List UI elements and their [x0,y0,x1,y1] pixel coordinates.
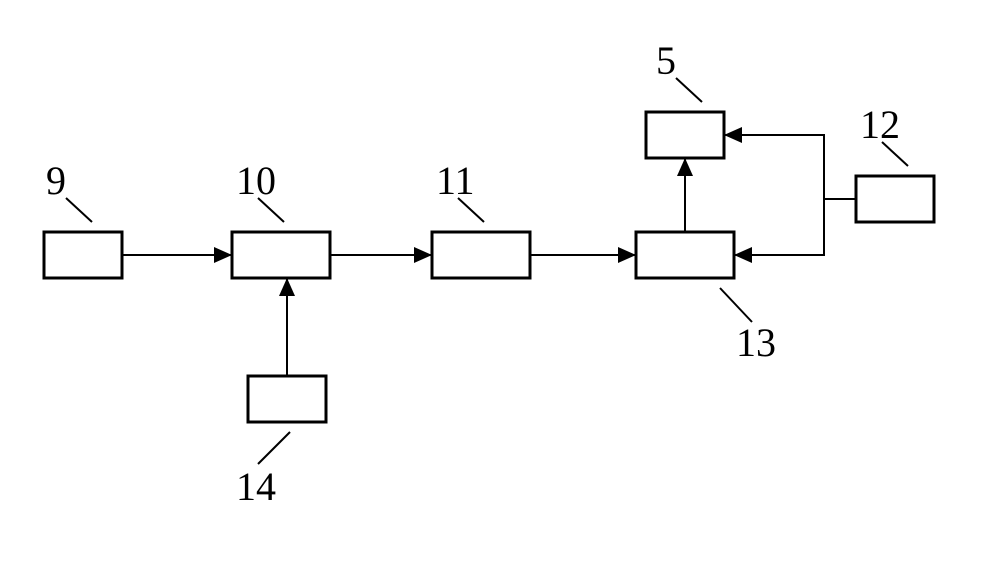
label-text-l12: 12 [860,102,900,147]
edge-e14_10 [279,278,295,376]
node-n9 [44,232,122,278]
label-text-l9: 9 [46,158,66,203]
node-n14 [248,376,326,422]
label-l12: 12 [860,102,908,166]
node-n12 [856,176,934,222]
label-l5: 5 [656,38,702,102]
label-text-l11: 11 [436,158,475,203]
label-l11: 11 [436,158,484,222]
edge-e12_13 [734,199,856,263]
label-l14: 14 [236,432,290,509]
edge-e9_10 [122,247,232,263]
node-n10 [232,232,330,278]
label-text-l5: 5 [656,38,676,83]
label-l9: 9 [46,158,92,222]
edge-e13_5 [677,158,693,232]
label-text-l13: 13 [736,320,776,365]
label-text-l10: 10 [236,158,276,203]
edge-e10_11 [330,247,432,263]
label-l10: 10 [236,158,284,222]
label-l13: 13 [720,288,776,365]
label-text-l14: 14 [236,464,276,509]
node-n11 [432,232,530,278]
edge-e11_13 [530,247,636,263]
node-n5 [646,112,724,158]
edge-e12_5 [724,127,856,199]
node-n13 [636,232,734,278]
